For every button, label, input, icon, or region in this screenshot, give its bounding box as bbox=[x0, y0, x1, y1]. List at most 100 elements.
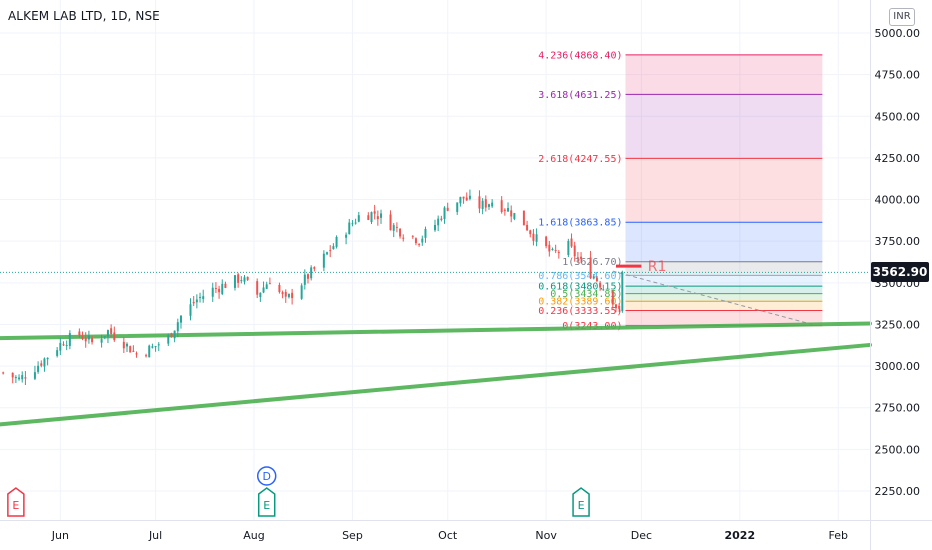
candle-body bbox=[59, 342, 62, 351]
candle-body bbox=[332, 246, 335, 250]
trendlines[interactable] bbox=[0, 321, 872, 427]
candle-body bbox=[179, 315, 182, 323]
x-tick-label: Oct bbox=[438, 529, 458, 542]
candle-body bbox=[192, 301, 195, 304]
candle-body bbox=[154, 346, 157, 348]
fib-zone bbox=[625, 286, 823, 294]
candle-body bbox=[81, 336, 84, 340]
candle-body bbox=[287, 293, 290, 298]
candle-body bbox=[618, 305, 621, 309]
x-tick-label: Jul bbox=[148, 529, 162, 542]
candle-body bbox=[221, 283, 224, 294]
candle-body bbox=[157, 344, 160, 346]
candle-body bbox=[214, 287, 217, 289]
y-tick-label: 3750.00 bbox=[875, 235, 921, 248]
trendline bbox=[0, 321, 872, 341]
candle-body bbox=[526, 224, 529, 231]
candle-body bbox=[354, 222, 357, 224]
candle-body bbox=[170, 333, 173, 338]
y-tick-label: 4750.00 bbox=[875, 69, 921, 82]
fib-level-label: 2.618(4247.55) bbox=[538, 154, 622, 165]
candle-body bbox=[399, 228, 402, 237]
candle-body bbox=[614, 304, 617, 309]
candle-body bbox=[345, 234, 348, 238]
event-letter: E bbox=[578, 499, 585, 512]
y-tick-label: 5000.00 bbox=[875, 27, 921, 40]
candle-body bbox=[414, 238, 417, 244]
candle-body bbox=[462, 196, 465, 199]
annotations: R1 bbox=[0, 259, 870, 275]
candle-body bbox=[40, 363, 43, 366]
y-tick-label: 4500.00 bbox=[875, 110, 921, 123]
fib-level-label: 1(3626.70) bbox=[562, 257, 622, 268]
candle-body bbox=[218, 288, 221, 293]
symbol-title[interactable]: ALKEM LAB LTD, 1D, NSE bbox=[8, 9, 160, 23]
chart-grid bbox=[0, 0, 870, 520]
candle-body bbox=[376, 216, 379, 220]
candle-body bbox=[110, 328, 113, 334]
time-axis[interactable]: Jun Jul Aug Sep Oct Nov Dec 2022 Feb bbox=[0, 520, 932, 543]
event-letter: E bbox=[263, 499, 270, 512]
fib-zone bbox=[625, 261, 823, 276]
fib-zone bbox=[625, 54, 823, 95]
candle-body bbox=[43, 358, 46, 367]
last-price-tag: 3562.90 bbox=[871, 262, 929, 282]
candle-body bbox=[500, 200, 503, 212]
candle-body bbox=[621, 272, 624, 312]
candle-body bbox=[522, 210, 525, 226]
x-tick-label: Feb bbox=[829, 529, 848, 542]
candle-body bbox=[484, 199, 487, 208]
fib-level-label: 0.786(3544.60) bbox=[538, 271, 622, 282]
candle-body bbox=[135, 353, 138, 355]
candle-body bbox=[491, 202, 494, 207]
candle-body bbox=[259, 292, 262, 298]
candle-body bbox=[510, 210, 513, 217]
candle-body bbox=[176, 322, 179, 332]
fib-level-label: 3.618(4631.25) bbox=[538, 90, 622, 101]
candle-body bbox=[278, 284, 281, 293]
candle-body bbox=[11, 372, 14, 378]
candle-body bbox=[487, 204, 490, 207]
candle-body bbox=[211, 287, 214, 297]
candle-body bbox=[233, 275, 236, 288]
fib-level-label: 0.618(3480.15) bbox=[538, 282, 622, 293]
trendline bbox=[0, 342, 872, 427]
candle-body bbox=[18, 377, 21, 380]
fib-zone bbox=[625, 94, 823, 159]
candle-body bbox=[91, 338, 94, 343]
candle-body bbox=[224, 283, 227, 288]
candle-body bbox=[14, 377, 17, 379]
candle-body bbox=[557, 252, 560, 254]
currency-button[interactable]: INR bbox=[889, 8, 915, 26]
candle-body bbox=[402, 237, 405, 239]
event-letter: E bbox=[12, 499, 19, 512]
candle-body bbox=[106, 330, 109, 337]
fib-zone bbox=[625, 310, 823, 326]
candle-body bbox=[351, 223, 354, 225]
candle-body bbox=[434, 224, 436, 231]
candle-body bbox=[373, 211, 376, 214]
fib-extension[interactable]: 0(3243.00)0.236(3333.55)0.382(3389.60)0.… bbox=[538, 50, 823, 332]
candle-body bbox=[243, 277, 246, 282]
candle-body bbox=[548, 244, 551, 252]
candle-body bbox=[256, 281, 259, 295]
fib-level-label: 4.236(4868.40) bbox=[538, 50, 622, 61]
candle-body bbox=[151, 346, 154, 348]
candle-body bbox=[551, 249, 554, 251]
candle-body bbox=[348, 222, 351, 235]
candle-body bbox=[380, 213, 383, 218]
candle-body bbox=[68, 333, 71, 346]
y-tick-label: 3250.00 bbox=[875, 318, 921, 331]
event-letter: D bbox=[262, 470, 270, 483]
candle-body bbox=[2, 372, 5, 374]
earnings-icon bbox=[572, 487, 590, 517]
candle-body bbox=[246, 276, 249, 280]
candle-body bbox=[389, 214, 392, 231]
x-tick-label: Aug bbox=[243, 529, 264, 542]
candle-body bbox=[291, 292, 294, 299]
candle-body bbox=[167, 335, 170, 344]
y-tick-label: 2750.00 bbox=[875, 402, 921, 415]
candle-body bbox=[173, 330, 176, 339]
candle-body bbox=[367, 215, 370, 221]
